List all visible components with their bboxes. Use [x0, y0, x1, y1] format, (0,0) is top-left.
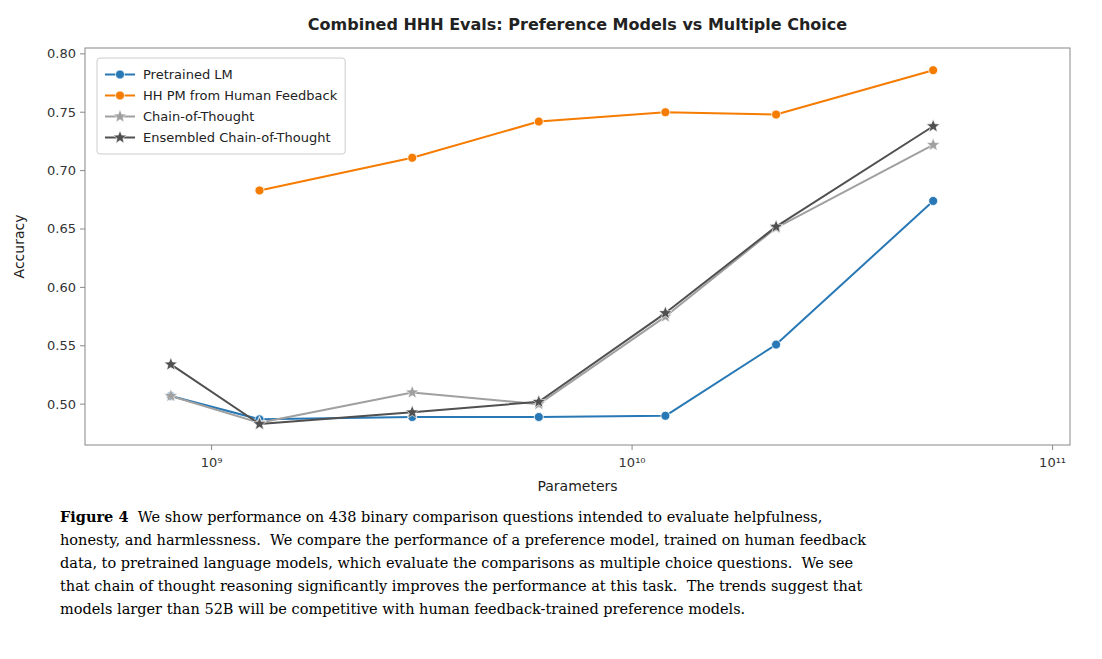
y-tick-label: 0.65 — [47, 221, 76, 236]
data-point — [929, 196, 938, 205]
data-point — [255, 186, 264, 195]
legend-marker — [116, 70, 125, 79]
caption-line: Figure 4 We show performance on 438 bina… — [60, 508, 822, 525]
caption-line: honesty, and harmlessness. We compare th… — [60, 532, 866, 548]
y-tick-label: 0.75 — [47, 105, 76, 120]
caption-line: data, to pretrained language models, whi… — [60, 555, 853, 571]
caption-line: models larger than 52B will be competiti… — [60, 601, 745, 617]
data-point — [769, 220, 782, 233]
caption-line: that chain of thought reasoning signific… — [60, 578, 863, 594]
x-axis: 10⁹ 10¹⁰ 10¹¹ — [201, 445, 1066, 470]
title: Combined HHH Evals: Preference Models vs… — [308, 15, 848, 34]
x-tick-label: 10¹⁰ — [619, 455, 646, 470]
series-line — [171, 201, 933, 419]
x-tick — [211, 445, 212, 450]
y-tick-label: 0.60 — [47, 280, 76, 295]
y-tick — [80, 404, 85, 405]
data-point — [532, 395, 545, 408]
data-point — [408, 153, 417, 162]
data-point — [164, 389, 177, 402]
y-tick — [80, 287, 85, 288]
background — [0, 0, 1102, 659]
series-line — [260, 70, 934, 190]
data-point — [164, 357, 177, 370]
legend-item: Ensembled Chain-of-Thought — [105, 130, 330, 145]
series — [255, 66, 938, 195]
legend-label: Pretrained LM — [143, 67, 233, 82]
legend-item: Pretrained LM — [105, 67, 233, 82]
data-point — [534, 117, 543, 126]
y-tick-label: 0.80 — [47, 46, 76, 61]
legend-label: HH PM from Human Feedback — [143, 88, 338, 103]
y-axis: 0.50 0.55 0.60 0.65 0.70 0.75 0.80 — [47, 46, 85, 411]
x-tick — [1052, 445, 1053, 450]
caption: Figure 4 We show performance on 438 bina… — [60, 508, 866, 617]
y-axis-label: Accuracy — [11, 215, 27, 279]
legend-label: Ensembled Chain-of-Thought — [143, 130, 330, 145]
legend-item: HH PM from Human Feedback — [105, 88, 338, 103]
y-tick — [80, 170, 85, 171]
x-tick — [632, 445, 633, 450]
y-tick — [80, 53, 85, 54]
legend-marker — [113, 110, 126, 123]
x-axis-label: Parameters — [537, 478, 617, 494]
data-point — [253, 417, 266, 430]
series-line — [171, 126, 933, 424]
data-point — [534, 412, 543, 421]
series — [166, 196, 937, 423]
legend-marker — [116, 91, 125, 100]
legend-marker — [113, 131, 126, 144]
data-point — [406, 405, 419, 418]
legend-label: Chain-of-Thought — [143, 109, 254, 124]
series-line — [171, 145, 933, 423]
caption-text: We show performance on 438 binary compar… — [129, 509, 823, 525]
data-point — [659, 306, 672, 319]
data-point — [772, 340, 781, 349]
legend: Pretrained LM HH PM from Human Feedback Ch… — [97, 58, 345, 154]
caption-label: Figure 4 — [60, 508, 129, 525]
plot-frame — [85, 48, 1070, 445]
y-tick-label: 0.50 — [47, 397, 76, 412]
data-point — [929, 66, 938, 75]
x-tick-label: 10⁹ — [201, 455, 223, 470]
legend-item: Chain-of-Thought — [105, 109, 254, 124]
y-tick — [80, 112, 85, 113]
data-point — [406, 385, 419, 398]
series — [164, 119, 940, 429]
y-tick — [80, 228, 85, 229]
y-tick-label: 0.55 — [47, 338, 76, 353]
y-tick — [80, 345, 85, 346]
series — [164, 138, 940, 429]
data-point — [661, 108, 670, 117]
data-point — [661, 411, 670, 420]
data-point — [927, 138, 940, 151]
x-tick-label: 10¹¹ — [1039, 455, 1066, 470]
y-tick-label: 0.70 — [47, 163, 76, 178]
legend-box — [97, 58, 345, 154]
chart: Combined HHH Evals: Preference Models vs… — [0, 0, 1102, 659]
data-point — [927, 119, 940, 132]
data-point — [772, 110, 781, 119]
